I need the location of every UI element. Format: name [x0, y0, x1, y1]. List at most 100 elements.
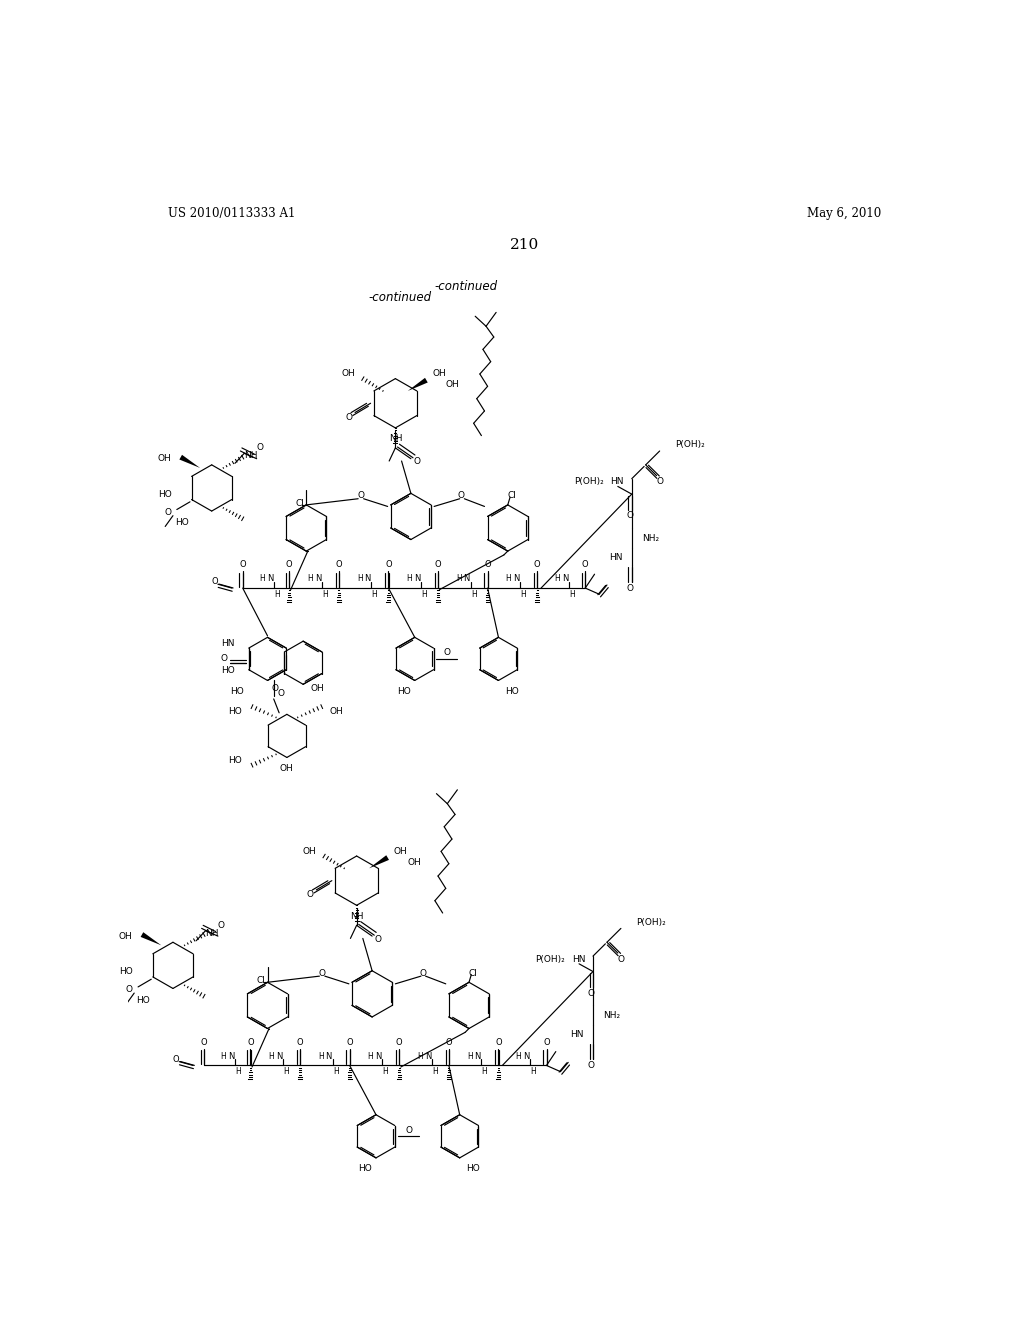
Text: OH: OH: [432, 370, 446, 379]
Text: Cl: Cl: [296, 499, 304, 508]
Text: O: O: [627, 511, 634, 520]
Text: HN: HN: [609, 553, 623, 562]
Polygon shape: [179, 455, 200, 469]
Text: O: O: [496, 1038, 502, 1047]
Text: NH: NH: [245, 451, 258, 461]
Text: H: H: [274, 590, 280, 599]
Text: O: O: [458, 491, 465, 500]
Text: O: O: [212, 577, 218, 586]
Text: NH: NH: [389, 434, 402, 444]
Text: H: H: [506, 574, 511, 583]
Text: O: O: [165, 508, 171, 517]
Text: NH: NH: [206, 928, 219, 937]
Text: HO: HO: [228, 706, 242, 715]
Text: H: H: [368, 1052, 374, 1061]
Text: O: O: [240, 561, 246, 569]
Text: H: H: [481, 1067, 487, 1076]
Text: H: H: [407, 574, 413, 583]
Text: HO: HO: [230, 686, 245, 696]
Text: -continued: -continued: [369, 290, 431, 304]
Polygon shape: [140, 932, 162, 945]
Text: HN: HN: [571, 954, 586, 964]
Text: O: O: [443, 648, 451, 657]
Text: O: O: [543, 1038, 550, 1047]
Polygon shape: [408, 378, 428, 391]
Text: H: H: [284, 1067, 289, 1076]
Text: O: O: [336, 561, 342, 569]
Text: H: H: [456, 574, 462, 583]
Text: O: O: [345, 413, 352, 421]
Text: O: O: [220, 655, 227, 664]
Text: OH: OH: [119, 932, 133, 941]
Text: O: O: [257, 444, 263, 453]
Text: H: H: [318, 1052, 324, 1061]
Text: N: N: [228, 1052, 234, 1061]
Text: HO: HO: [221, 667, 234, 675]
Text: N: N: [326, 1052, 332, 1061]
Text: OH: OH: [330, 706, 343, 715]
Text: O: O: [484, 561, 490, 569]
Text: US 2010/0113333 A1: US 2010/0113333 A1: [168, 207, 296, 220]
Text: N: N: [365, 574, 371, 583]
Text: May 6, 2010: May 6, 2010: [807, 207, 882, 220]
Text: HO: HO: [397, 686, 411, 696]
Text: N: N: [425, 1052, 431, 1061]
Text: N: N: [375, 1052, 382, 1061]
Text: N: N: [513, 574, 519, 583]
Text: O: O: [306, 890, 313, 899]
Text: HN: HN: [570, 1030, 584, 1039]
Text: H: H: [520, 590, 526, 599]
Text: H: H: [467, 1052, 473, 1061]
Text: N: N: [464, 574, 470, 583]
Text: H: H: [333, 1067, 339, 1076]
Text: OH: OH: [302, 847, 316, 855]
Text: OH: OH: [158, 454, 171, 463]
Text: OH: OH: [310, 684, 324, 693]
Text: H: H: [220, 1052, 226, 1061]
Text: H: H: [432, 1067, 438, 1076]
Text: H: H: [554, 574, 560, 583]
Text: HO: HO: [505, 686, 518, 696]
Text: O: O: [375, 935, 382, 944]
Text: OH: OH: [341, 370, 355, 379]
Text: H: H: [236, 1067, 241, 1076]
Text: N: N: [266, 574, 273, 583]
Text: H: H: [372, 590, 377, 599]
Polygon shape: [369, 855, 389, 869]
Text: HO: HO: [466, 1164, 479, 1173]
Text: O: O: [247, 1038, 254, 1047]
Text: HO: HO: [158, 490, 171, 499]
Text: O: O: [406, 1126, 412, 1135]
Text: O: O: [617, 954, 625, 964]
Text: N: N: [275, 1052, 283, 1061]
Text: O: O: [434, 561, 441, 569]
Text: P(OH)₂: P(OH)₂: [636, 917, 667, 927]
Text: P(OH)₂: P(OH)₂: [536, 954, 565, 964]
Text: N: N: [414, 574, 420, 583]
Text: O: O: [297, 1038, 303, 1047]
Text: HN: HN: [610, 478, 624, 486]
Text: OH: OH: [394, 847, 408, 855]
Text: O: O: [346, 1038, 353, 1047]
Text: N: N: [562, 574, 568, 583]
Text: O: O: [588, 1061, 595, 1071]
Text: O: O: [278, 689, 285, 698]
Text: H: H: [259, 574, 265, 583]
Text: P(OH)₂: P(OH)₂: [574, 478, 604, 486]
Text: O: O: [534, 561, 541, 569]
Text: HO: HO: [358, 1164, 372, 1173]
Text: Cl: Cl: [468, 969, 477, 978]
Text: H: H: [516, 1052, 521, 1061]
Text: HO: HO: [119, 968, 133, 975]
Text: H: H: [382, 1067, 388, 1076]
Text: P(OH)₂: P(OH)₂: [675, 441, 705, 449]
Text: O: O: [588, 989, 595, 998]
Text: OH: OH: [407, 858, 421, 867]
Text: O: O: [286, 561, 293, 569]
Text: H: H: [356, 574, 362, 583]
Text: O: O: [656, 478, 664, 486]
Text: O: O: [218, 921, 225, 929]
Text: H: H: [421, 590, 427, 599]
Text: H: H: [322, 590, 328, 599]
Text: H: H: [530, 1067, 537, 1076]
